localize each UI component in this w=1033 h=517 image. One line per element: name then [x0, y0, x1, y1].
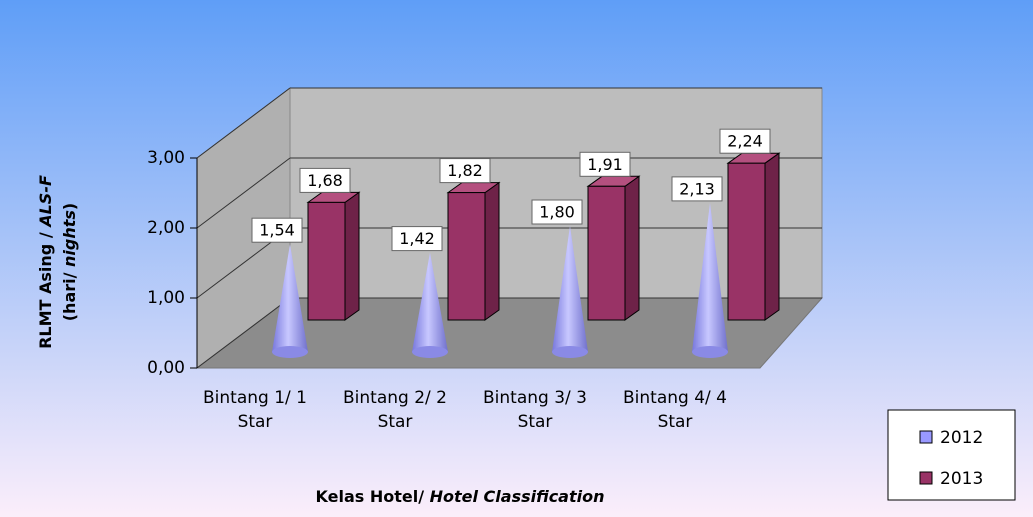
bar	[727, 162, 766, 321]
cone	[552, 226, 588, 352]
cone-base	[412, 346, 448, 358]
cone	[412, 252, 448, 352]
bar	[307, 201, 346, 321]
grid-line	[196, 157, 291, 229]
value-label: 1,80	[539, 203, 575, 222]
y-title-part: (hari/	[60, 267, 79, 321]
y-tick-label: 0,00	[147, 358, 185, 378]
x-axis-title: Kelas Hotel/ Hotel Classification	[315, 487, 604, 506]
x-tick-label: Bintang 2/ 2 Star	[343, 388, 447, 432]
value-label-box	[251, 217, 303, 243]
legend-swatch	[919, 430, 933, 444]
y-title-part: ALS-F	[36, 175, 55, 229]
value-label-box	[391, 226, 443, 252]
grid-line	[196, 87, 291, 159]
x-tick-label: Bintang 4/ 4 Star	[623, 388, 727, 432]
bar-side	[624, 175, 640, 321]
legend-swatch	[919, 471, 933, 485]
value-label: 2,13	[679, 179, 715, 198]
bar	[587, 185, 626, 321]
value-label: 2,24	[727, 132, 763, 151]
bar-side	[764, 152, 780, 321]
value-label-box	[671, 176, 723, 202]
value-label: 1,82	[447, 161, 483, 180]
x-title-part: Hotel Classification	[430, 487, 605, 506]
cone	[272, 244, 308, 352]
x-tick-label: Bintang 1/ 1 Star	[203, 388, 307, 432]
y-tick-label: 1,00	[147, 288, 185, 308]
value-label: 1,54	[259, 221, 295, 240]
value-label: 1,68	[307, 171, 343, 190]
y-title-part: RLMT Asing /	[36, 227, 55, 349]
y-title-line: (hari/ nights)	[60, 203, 79, 322]
cone-base	[272, 346, 308, 358]
value-label: 1,42	[399, 229, 435, 248]
y-tick-label: 2,00	[147, 218, 185, 238]
cone-base	[552, 346, 588, 358]
value-label-box	[579, 151, 631, 177]
bar-side	[484, 181, 500, 321]
value-label-box	[439, 158, 491, 184]
y-title-line: RLMT Asing / ALS-F	[36, 175, 55, 349]
legend-label: 2013	[940, 469, 983, 489]
cone-base	[692, 346, 728, 358]
value-label-box	[719, 128, 771, 154]
value-label: 1,91	[587, 155, 623, 174]
value-label-box	[299, 167, 351, 193]
y-tick-label: 3,00	[147, 148, 185, 168]
y-title-part: nights	[60, 210, 79, 267]
bar	[447, 192, 486, 321]
x-title-part: Kelas Hotel/	[315, 487, 429, 506]
y-axis-title: RLMT Asing / ALS-F (hari/ nights)	[36, 175, 79, 349]
value-label-box	[531, 199, 583, 225]
bar-side	[344, 191, 360, 321]
legend-label: 2012	[940, 428, 983, 448]
grid-line	[196, 297, 291, 369]
y-title-part: )	[60, 203, 79, 210]
legend-box	[887, 409, 1016, 501]
cone	[692, 202, 728, 352]
x-tick-label: Bintang 3/ 3 Star	[483, 388, 587, 432]
